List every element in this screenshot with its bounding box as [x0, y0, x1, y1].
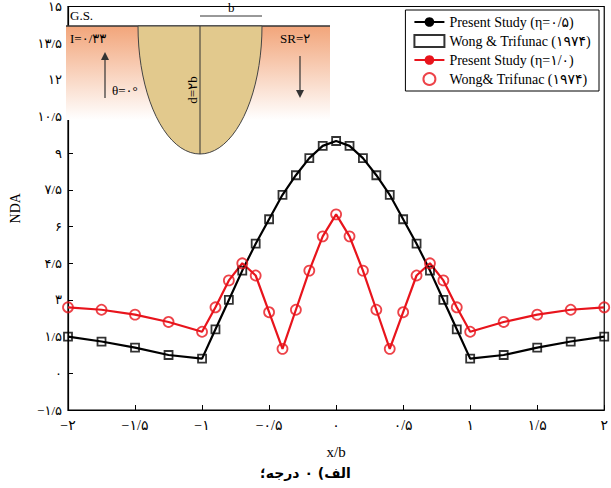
- svg-text:NDA: NDA: [8, 192, 23, 223]
- svg-text:۱/۵: ۱/۵: [44, 329, 62, 344]
- svg-text:۰: ۰: [55, 366, 62, 381]
- svg-text:۲: ۲: [600, 418, 608, 433]
- svg-text:۰: ۰: [332, 418, 340, 433]
- svg-text:x/b: x/b: [327, 444, 346, 460]
- svg-text:SR=۲: SR=۲: [280, 31, 310, 46]
- svg-text:Wong & Trifunac (۱۹۷۴): Wong & Trifunac (۱۹۷۴): [449, 34, 591, 50]
- svg-text:−۰/۵: −۰/۵: [256, 418, 283, 433]
- svg-text:I=۰/۳۳: I=۰/۳۳: [70, 31, 106, 46]
- svg-text:۳: ۳: [55, 292, 62, 307]
- svg-text:−۱/۵: −۱/۵: [122, 418, 149, 433]
- svg-text:۱۰/۵: ۱۰/۵: [37, 109, 62, 124]
- svg-text:Present Study (η=۰/۵): Present Study (η=۰/۵): [449, 15, 574, 31]
- svg-text:Wong& Trifunac (۱۹۷۴): Wong& Trifunac (۱۹۷۴): [449, 72, 587, 88]
- svg-text:۱۲: ۱۲: [48, 72, 62, 87]
- svg-text:θ=۰°: θ=۰°: [112, 83, 138, 98]
- svg-text:d=۲b: d=۲b: [185, 76, 200, 103]
- svg-text:−۱/۵: −۱/۵: [37, 403, 62, 418]
- svg-text:۰/۵: ۰/۵: [394, 418, 413, 433]
- svg-text:−۲: −۲: [60, 418, 75, 433]
- svg-text:۱۵: ۱۵: [48, 0, 62, 14]
- svg-text:b: b: [228, 0, 235, 15]
- svg-text:۴/۵: ۴/۵: [44, 256, 62, 271]
- svg-text:۱۳/۵: ۱۳/۵: [37, 36, 62, 51]
- svg-text:۶: ۶: [55, 219, 62, 234]
- svg-text:۱/۵: ۱/۵: [528, 418, 547, 433]
- svg-text:G.S.: G.S.: [70, 8, 93, 23]
- svg-text:الف) ۰ درجه؛: الف) ۰ درجه؛: [260, 465, 351, 481]
- svg-text:۱: ۱: [466, 418, 474, 433]
- svg-text:۹: ۹: [55, 146, 62, 161]
- svg-text:−۱: −۱: [194, 418, 209, 433]
- svg-text:Present Study (η=۱/۰): Present Study (η=۱/۰): [449, 53, 574, 69]
- svg-text:۷/۵: ۷/۵: [44, 182, 62, 197]
